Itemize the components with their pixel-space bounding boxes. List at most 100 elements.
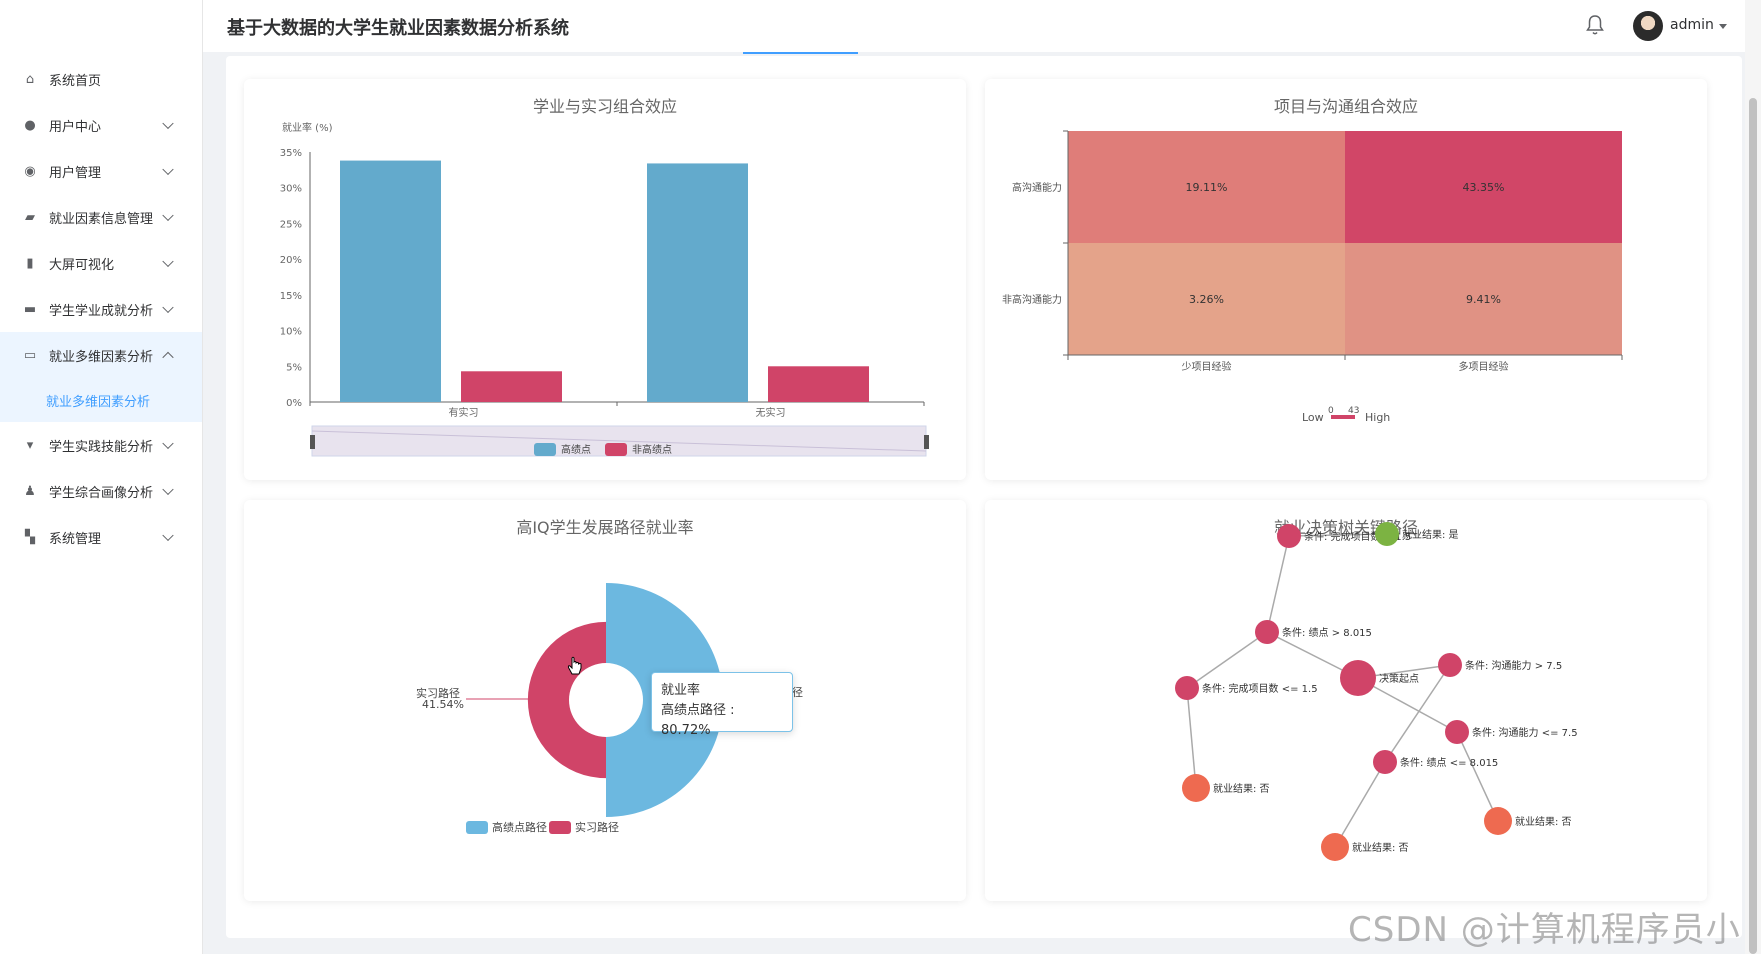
tree-node[interactable] [1438, 653, 1462, 677]
page-scrollbar[interactable] [1745, 0, 1761, 954]
tree-edge [1288, 533, 1388, 537]
bar-0-1[interactable] [461, 371, 562, 402]
tree-node-label: 条件: 沟通能力 <= 7.5 [1472, 726, 1578, 739]
tree-node[interactable] [1277, 524, 1301, 548]
y-tick-label: 10% [280, 327, 302, 338]
sidebar-item-3[interactable]: ▰ 就业因素信息管理 [0, 194, 202, 240]
legend-label[interactable]: 非高绩点 [632, 443, 672, 456]
tree-node[interactable] [1484, 807, 1512, 835]
sidebar-item-8[interactable]: ♟ 学生综合画像分析 [0, 468, 202, 514]
y-tick-label: 30% [280, 184, 302, 195]
pie-slice-1[interactable] [527, 621, 606, 779]
legend-swatch[interactable] [605, 443, 627, 456]
heatmap-cell-value: 3.26% [1189, 293, 1224, 306]
heatmap-cell-value: 19.11% [1186, 181, 1228, 194]
tree-node[interactable] [1445, 720, 1469, 744]
visual-map-min: 0 [1328, 406, 1334, 416]
avatar[interactable] [1633, 11, 1663, 41]
tree-node[interactable] [1175, 676, 1199, 700]
sidebar-item-0[interactable]: ⌂ 系统首页 [0, 56, 202, 102]
chevron-down-icon [162, 163, 174, 176]
sidebar-item-6[interactable]: ▭ 就业多维因素分析 [0, 332, 202, 378]
sidebar-item-4[interactable]: ▮ 大屏可视化 [0, 240, 202, 286]
legend-swatch[interactable] [534, 443, 556, 456]
tree-edge [1357, 677, 1458, 733]
tree-node[interactable] [1375, 522, 1399, 546]
caret-down-icon[interactable] [1719, 24, 1727, 29]
user-name[interactable]: admin [1670, 17, 1714, 33]
data-zoom-right-handle[interactable] [924, 435, 929, 449]
sidebar-subitem[interactable]: 就业多维因素分析 [0, 378, 202, 422]
tooltip-title: 就业率 [661, 683, 701, 698]
sidebar-item-label: 系统首页 [49, 73, 102, 89]
tree-node[interactable] [1255, 620, 1279, 644]
y-tick-label: 25% [280, 219, 302, 230]
bell-icon[interactable] [1585, 14, 1605, 36]
sidebar-item-label: 用户管理 [49, 165, 102, 181]
visual-map-bar[interactable] [1331, 415, 1355, 419]
heatmap-card: 项目与沟通组合效应 19.11% 43.35% 3.26% 9.41% 高沟通能力 非高… [985, 79, 1707, 480]
sidebar-item-1[interactable]: ● 用户中心 [0, 102, 202, 148]
chevron-up-icon [162, 351, 174, 364]
bar-1-0[interactable] [647, 163, 748, 402]
x-tick-label: 无实习 [756, 406, 786, 419]
tree-edge [1384, 664, 1451, 763]
bar-1-1[interactable] [768, 366, 869, 402]
legend-swatch[interactable] [549, 821, 571, 834]
scrollbar-thumb[interactable] [1749, 98, 1757, 954]
tree-node[interactable] [1321, 833, 1349, 861]
pie-chart-title: 高IQ学生发展路径就业率 [516, 518, 694, 537]
user-icon: ● [24, 117, 36, 133]
watermark: CSDN @计算机程序员小杨 [1348, 910, 1741, 950]
heatmap-cell[interactable] [1345, 243, 1622, 355]
tree-node[interactable] [1373, 750, 1397, 774]
legend-label[interactable]: 高绩点路径 [492, 820, 547, 834]
sidebar-item-5[interactable]: ▬ 学生学业成就分析 [0, 286, 202, 332]
heatmap-cell[interactable] [1345, 131, 1622, 243]
chevron-down-icon [162, 301, 174, 314]
tree-node-label: 就业结果: 否 [1352, 841, 1409, 854]
tree-node[interactable] [1340, 660, 1376, 696]
heatmap-x-label: 多项目经验 [1459, 360, 1509, 373]
chevron-down-icon [162, 117, 174, 130]
tree-node[interactable] [1182, 774, 1210, 802]
chevron-down-icon [162, 209, 174, 222]
chart-icon: ▰ [25, 209, 35, 225]
hand-cursor-icon [567, 656, 582, 675]
data-zoom-left-handle[interactable] [310, 435, 315, 449]
legend-label[interactable]: 高绩点 [561, 443, 591, 456]
chevron-down-icon [162, 483, 174, 496]
page-title: 基于大数据的大学生就业因素数据分析系统 [227, 18, 569, 39]
sidebar-item-7[interactable]: ▾ 学生实践技能分析 [0, 422, 202, 468]
tree-chart-card: 就业决策树关键路径 条件: 完成项目数 > 1.5 就业结果: 是条件: 绩点 >… [985, 500, 1707, 901]
sidebar-item-label: 就业因素信息管理 [49, 211, 154, 227]
active-tab-indicator [743, 52, 858, 54]
legend-swatch[interactable] [466, 821, 488, 834]
header: 基于大数据的大学生就业因素数据分析系统 admin [203, 0, 1761, 52]
tree-node-label: 决策起点 [1379, 672, 1419, 685]
heatmap-cell[interactable] [1068, 243, 1345, 355]
y-tick-label: 0% [286, 398, 302, 409]
location-icon: ◉ [24, 163, 36, 179]
tree-node-label: 条件: 沟通能力 > 7.5 [1465, 659, 1562, 672]
sidebar-item-label: 学生综合画像分析 [49, 485, 154, 501]
pie-outer-label: 实习路径 [416, 686, 460, 700]
pie-right-label: 径 [792, 686, 803, 699]
chevron-down-icon [162, 437, 174, 450]
heatmap-cell[interactable] [1068, 131, 1345, 243]
y-tick-label: 35% [280, 148, 302, 159]
pie-chart-card: 高IQ学生发展路径就业率 实习路径 41.54% 径 高绩点路径 实习路径 [244, 500, 966, 901]
bar-chart-title: 学业与实习组合效应 [532, 97, 677, 116]
legend-label[interactable]: 实习路径 [575, 820, 619, 834]
sidebar-item-9[interactable]: ▚ 系统管理 [0, 514, 202, 560]
bar-chart-card: 学业与实习组合效应 就业率 (%) 35% 30% 25% 20% 15% 10% 5% 0%… [244, 79, 966, 480]
y-tick-label: 20% [280, 255, 302, 266]
tree-node-label: 就业结果: 否 [1515, 815, 1572, 828]
bar-0-0[interactable] [340, 160, 441, 402]
visual-map-high: High [1365, 411, 1390, 424]
heatmap-cell-value: 9.41% [1466, 293, 1501, 306]
tree-node-label: 就业结果: 否 [1213, 782, 1270, 795]
sidebar-item-2[interactable]: ◉ 用户管理 [0, 148, 202, 194]
